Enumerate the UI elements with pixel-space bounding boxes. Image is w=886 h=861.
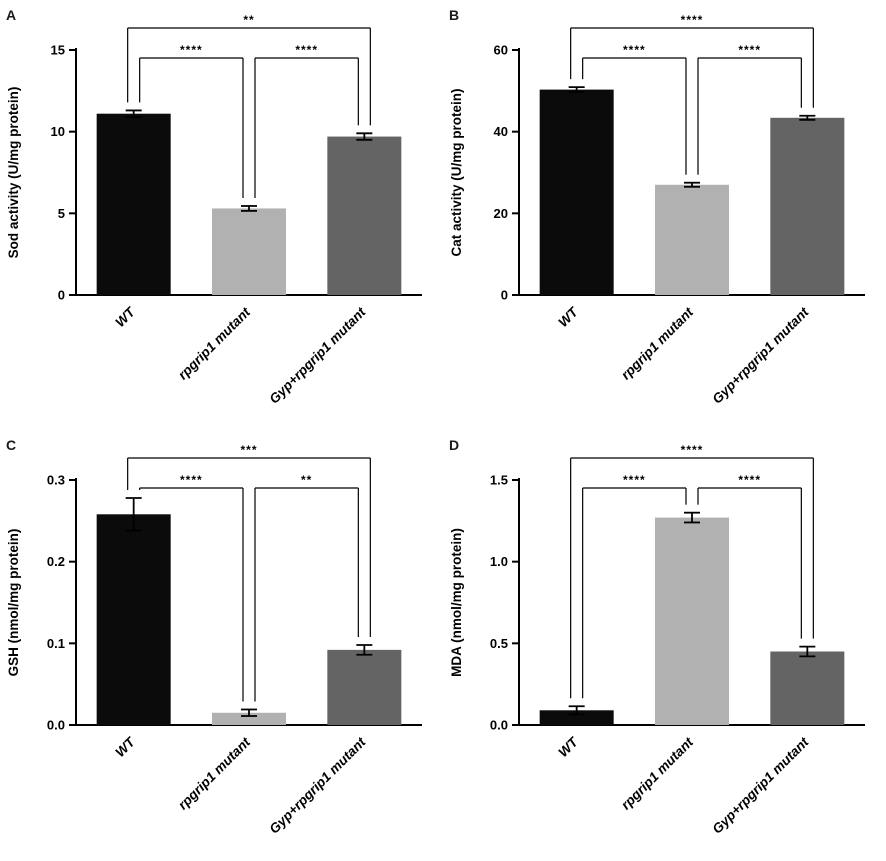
- bar-1: [212, 208, 286, 295]
- panel-a: A 0 5 10 15 Sod activity (U/mg protein) **** **…: [0, 0, 443, 430]
- y-tick-label: 0: [501, 288, 508, 303]
- panel-letter: B: [449, 7, 459, 23]
- chart-mda: D 0.0 0.5 1.0 1.5 MDA (nmol/mg protein) **** **…: [449, 437, 865, 837]
- chart-cat-activity: B 0 20 40 60 Cat activity (U/mg protein) **** *…: [449, 7, 865, 407]
- panel-letter: D: [449, 437, 459, 453]
- x-category-label: Gyp+rpgrip1 mutant: [266, 304, 368, 406]
- significance-stars: **: [301, 473, 312, 487]
- significance-stars: ****: [623, 473, 646, 487]
- significance-stars: ***: [240, 443, 257, 457]
- bar-0: [96, 113, 171, 295]
- significance-stars: ****: [681, 13, 704, 27]
- bar-1: [212, 712, 286, 725]
- x-category-label: WT: [112, 733, 139, 760]
- y-tick-label: 15: [51, 43, 65, 58]
- bar-1: [655, 517, 729, 725]
- bar-2: [770, 117, 845, 296]
- y-tick-label: 0.5: [490, 636, 508, 651]
- y-tick-label: 0: [58, 288, 65, 303]
- x-category-label: Gyp+rpgrip1 mutant: [709, 734, 811, 836]
- y-tick-label: 40: [494, 124, 508, 139]
- y-axis-title: GSH (nmol/mg protein): [6, 529, 21, 677]
- x-category-label: Gyp+rpgrip1 mutant: [709, 304, 811, 406]
- x-category-label: rpgrip1 mutant: [618, 304, 696, 382]
- y-tick-label: 0.2: [47, 554, 65, 569]
- y-axis-title: Sod activity (U/mg protein): [6, 87, 21, 259]
- bar-0: [539, 710, 614, 725]
- significance-stars: ****: [681, 443, 704, 457]
- y-axis-title: MDA (nmol/mg protein): [449, 528, 464, 677]
- bar-0: [539, 89, 614, 295]
- y-axis-title: Cat activity (U/mg protein): [449, 88, 464, 256]
- x-category-label: rpgrip1 mutant: [175, 304, 253, 382]
- x-category-label: Gyp+rpgrip1 mutant: [266, 734, 368, 836]
- x-category-label: rpgrip1 mutant: [618, 734, 696, 812]
- significance-stars: ****: [738, 473, 761, 487]
- significance-stars: ****: [180, 473, 203, 487]
- bar-2: [327, 136, 402, 295]
- y-tick-label: 5: [58, 206, 65, 221]
- y-tick-label: 0.0: [47, 718, 65, 733]
- significance-stars: ****: [738, 43, 761, 57]
- y-tick-label: 60: [494, 43, 508, 58]
- bar-1: [655, 184, 729, 295]
- y-tick-label: 0.0: [490, 718, 508, 733]
- panel-letter: A: [6, 7, 16, 23]
- y-tick-label: 1.5: [490, 473, 508, 488]
- y-tick-label: 0.1: [47, 636, 65, 651]
- panel-letter: C: [6, 437, 16, 453]
- y-tick-label: 20: [494, 206, 508, 221]
- y-tick-label: 10: [51, 124, 65, 139]
- panel-c: C 0.0 0.1 0.2 0.3 GSH (nmol/mg protein) **** **…: [0, 430, 443, 861]
- x-category-label: WT: [555, 733, 582, 760]
- x-category-label: WT: [555, 303, 582, 330]
- y-tick-label: 0.3: [47, 473, 65, 488]
- significance-stars: ****: [295, 43, 318, 57]
- significance-stars: **: [243, 13, 254, 27]
- panel-b: B 0 20 40 60 Cat activity (U/mg protein) **** *…: [443, 0, 886, 430]
- x-category-label: WT: [112, 303, 139, 330]
- bar-2: [327, 649, 402, 725]
- x-category-label: rpgrip1 mutant: [175, 734, 253, 812]
- significance-stars: ****: [623, 43, 646, 57]
- bar-0: [96, 514, 171, 725]
- y-tick-label: 1.0: [490, 554, 508, 569]
- bar-2: [770, 651, 845, 725]
- panel-d: D 0.0 0.5 1.0 1.5 MDA (nmol/mg protein) **** **…: [443, 430, 886, 861]
- significance-stars: ****: [180, 43, 203, 57]
